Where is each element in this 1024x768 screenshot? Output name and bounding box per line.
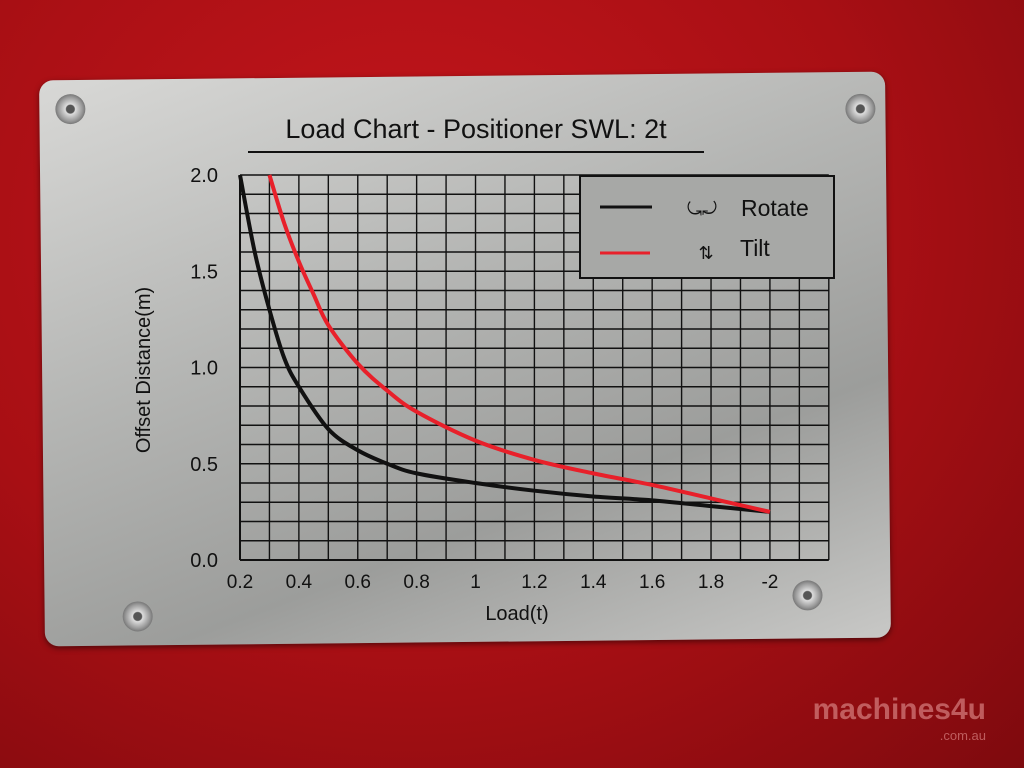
y-tick-label: 1.0 [190,358,218,380]
x-tick-label: 0.2 [227,572,253,593]
x-tick-label: 1.6 [639,572,665,593]
x-tick-label: 1.8 [698,572,724,593]
series-line-tilt [267,174,771,514]
chart-title: Load Chart - Positioner SWL: 2t [285,114,667,144]
x-tick-label: 1 [470,572,481,593]
tilt-arrows-icon: ⇅ [698,243,713,263]
legend-label-tilt: Tilt [740,235,770,261]
x-tick-label: -2 [761,572,778,593]
legend: ⤿⤾ Rotate ⇅ Tilt [579,175,835,279]
watermark-brand: machines4u [812,693,986,726]
x-tick-label: 1.2 [521,572,547,593]
y-tick-label: 1.5 [190,261,218,283]
x-tick-label: 0.4 [286,572,313,593]
y-tick-label: 0.0 [190,550,218,572]
y-tick-label: 2.0 [190,165,218,187]
watermark-domain: .com.au [939,728,986,743]
y-axis-label: Offset Distance(m) [133,287,155,453]
legend-label-rotate: Rotate [741,195,809,221]
rotate-arrows-icon: ⤿⤾ [687,199,717,219]
x-tick-label: 1.4 [580,572,607,593]
x-tick-label: 0.6 [345,572,371,593]
x-axis-label: Load(t) [485,603,548,625]
y-tick-label: 0.5 [190,454,218,476]
watermark-logo: machines4u .com.au [812,693,986,744]
x-tick-label: 0.8 [403,572,429,593]
series-line-rotate [238,174,771,514]
